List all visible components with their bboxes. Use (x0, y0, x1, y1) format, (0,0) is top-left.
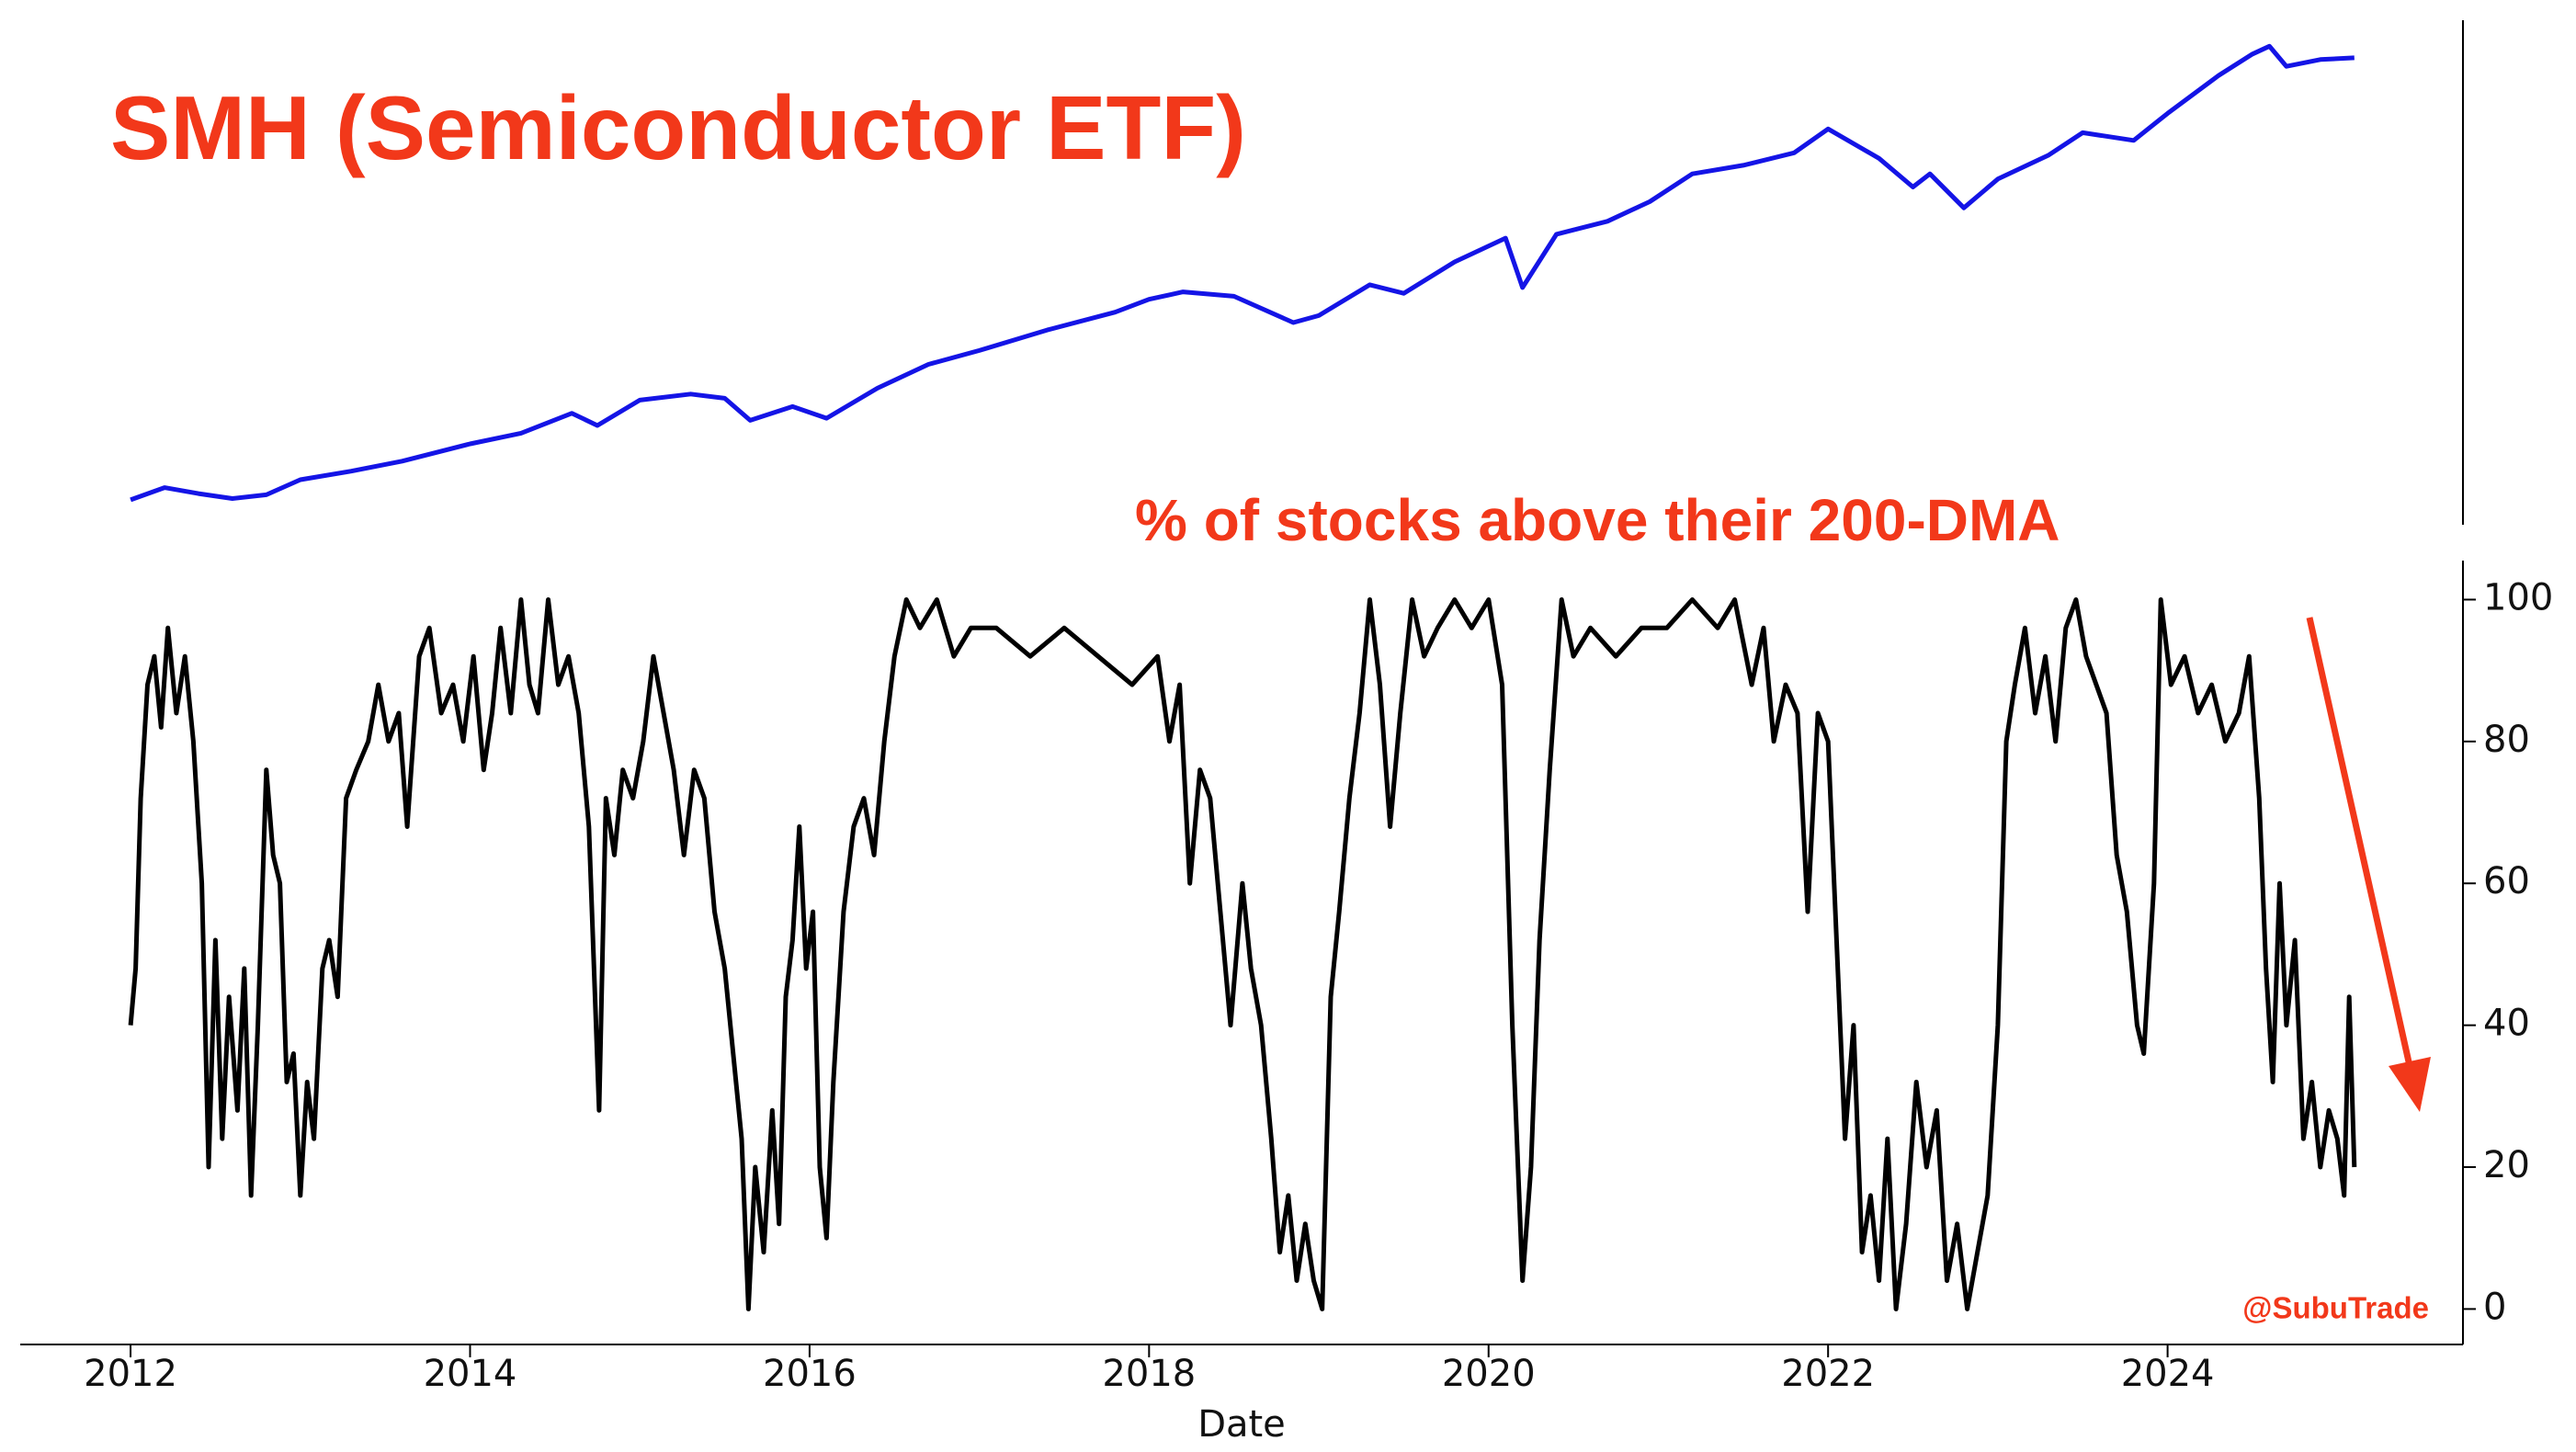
x-tick-label: 2022 (1781, 1353, 1875, 1395)
panel-title: % of stocks above their 200-DMA (1135, 487, 2060, 553)
y-tick-label: 0 (2483, 1286, 2506, 1328)
x-tick-label: 2012 (84, 1353, 177, 1395)
chart-title: SMH (Semiconductor ETF) (110, 77, 1246, 178)
y-tick-label: 60 (2483, 860, 2530, 902)
y-tick-label: 40 (2483, 1003, 2530, 1045)
y-tick-label: 80 (2483, 719, 2530, 761)
trend-arrow (2306, 617, 2431, 1112)
x-tick-label: 2018 (1102, 1353, 1196, 1395)
x-axis-label: Date (1197, 1403, 1286, 1446)
x-tick-label: 2016 (763, 1353, 857, 1395)
annotation: @SubuTrade (2242, 1291, 2429, 1325)
data-line (130, 43, 2355, 503)
data-line (128, 597, 2357, 1311)
x-tick-label: 2024 (2121, 1353, 2215, 1395)
y-tick-label: 20 (2483, 1144, 2530, 1186)
x-tick-label: 2020 (1442, 1353, 1536, 1395)
y-tick-label: 100 (2483, 576, 2553, 618)
x-tick-label: 2014 (424, 1353, 517, 1395)
